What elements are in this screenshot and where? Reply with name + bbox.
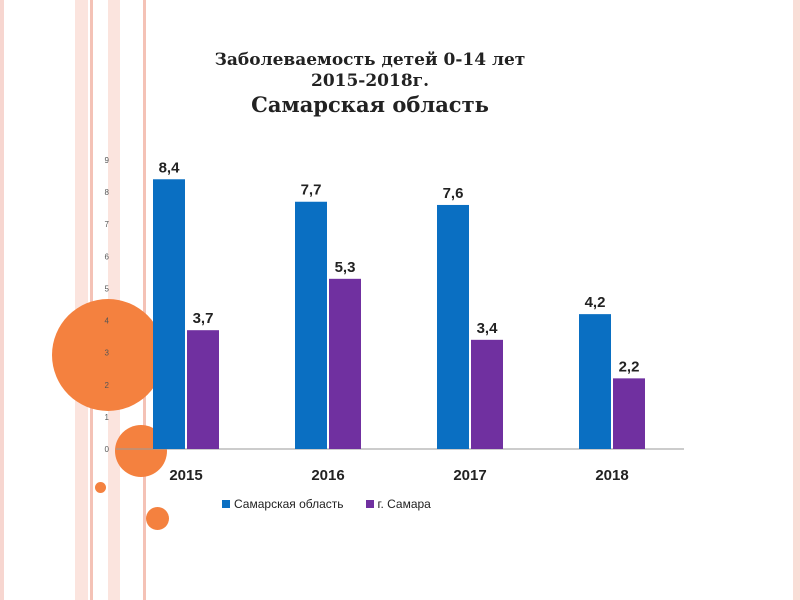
legend-swatch-series-2 (365, 500, 374, 508)
decor-circle-small (146, 507, 169, 530)
bar-series-2 (613, 378, 645, 449)
y-tick-label: 9 (105, 156, 110, 165)
decor-circle-tiny (95, 482, 106, 493)
x-tick-label: 2015 (169, 467, 202, 484)
bar-series-1 (579, 314, 611, 449)
data-label-series-2: 3,7 (193, 310, 214, 327)
x-tick-label: 2017 (453, 467, 486, 484)
decor-stripe-2 (90, 0, 93, 600)
x-tick-label: 2016 (311, 467, 344, 484)
y-tick-label: 8 (105, 188, 110, 197)
y-tick-label: 7 (105, 220, 110, 229)
y-tick-label: 1 (105, 413, 110, 422)
bar-series-2 (471, 339, 503, 449)
legend-item-series-1: Самарская область (222, 497, 344, 511)
y-tick-label: 5 (105, 284, 110, 293)
legend-swatch-series-1 (222, 500, 230, 508)
data-label-series-1: 7,7 (301, 182, 322, 199)
data-label-series-1: 7,6 (443, 185, 464, 202)
data-label-series-1: 4,2 (585, 294, 606, 311)
legend-label-series-1: Самарская область (234, 497, 344, 511)
decor-stripe-right (793, 0, 800, 600)
chart-title: Заболеваемость детей 0-14 лет 2015-2018г… (190, 50, 550, 118)
decor-stripe-left (0, 0, 4, 600)
bar-series-1 (437, 204, 469, 449)
legend-item-series-2: г. Самара (365, 497, 431, 511)
data-label-series-2: 5,3 (335, 259, 356, 276)
data-label-series-2: 3,4 (477, 320, 499, 337)
y-tick-label: 4 (105, 317, 110, 326)
bar-series-2 (187, 330, 219, 449)
x-tick-label: 2018 (595, 467, 628, 484)
chart-legend: Самарская область г. Самара (222, 497, 431, 511)
chart-title-line-3: Самарская область (251, 92, 489, 117)
decor-stripe-1 (75, 0, 88, 600)
bar-series-1 (153, 179, 185, 449)
bar-series-1 (295, 201, 327, 449)
y-tick-label: 0 (105, 445, 110, 454)
y-tick-label: 2 (105, 381, 110, 390)
bar-series-2 (329, 278, 361, 449)
data-label-series-2: 2,2 (619, 358, 640, 375)
decor-circle-large (52, 299, 164, 411)
data-label-series-1: 8,4 (159, 159, 181, 176)
decor-stripe-4 (143, 0, 146, 600)
chart-title-line-1: Заболеваемость детей 0-14 лет (214, 50, 526, 70)
legend-label-series-2: г. Самара (377, 497, 431, 511)
y-tick-label: 6 (105, 252, 110, 261)
y-tick-label: 3 (105, 349, 110, 358)
chart-title-line-2: 2015-2018г. (310, 71, 430, 91)
